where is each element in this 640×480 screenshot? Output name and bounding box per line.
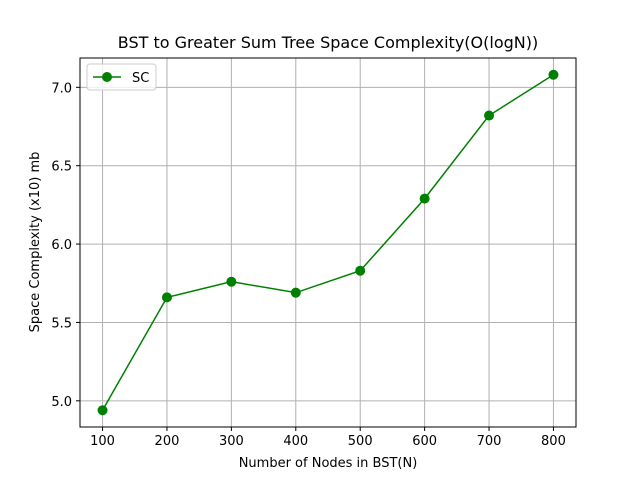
x-tick-label: 700 [477,434,502,449]
x-tick-label: 100 [90,434,115,449]
y-tick-labels: 5.0 5.5 6.0 6.5 7.0 [51,81,72,410]
x-tick-labels: 100 200 300 400 500 600 700 800 [90,434,566,449]
x-tick-label: 200 [155,434,180,449]
legend: SC [86,63,157,91]
data-point [419,193,430,204]
y-tick-label: 7.0 [51,81,72,96]
y-tick-label: 5.5 [51,316,72,331]
legend-box [86,63,157,91]
data-point [355,265,366,276]
x-tick-label: 400 [283,434,308,449]
legend-marker-sc [102,72,112,82]
data-point [290,287,301,298]
data-point [226,276,237,287]
x-tick-label: 600 [412,434,437,449]
x-tick-label: 300 [219,434,244,449]
chart-title: BST to Greater Sum Tree Space Complexity… [118,33,538,52]
x-tick-label: 800 [541,434,566,449]
data-point [97,405,108,416]
legend-label-sc: SC [132,71,149,86]
series-sc [97,69,559,416]
y-tick-label: 6.0 [51,238,72,253]
y-tick-label: 6.5 [51,160,72,175]
axis-ticks [76,86,554,431]
data-point [548,69,559,80]
data-point [161,292,172,303]
y-tick-label: 5.0 [51,395,72,410]
x-axis-label: Number of Nodes in BST(N) [239,456,418,471]
y-axis-label: Space Complexity (x10) mb [28,152,43,333]
x-tick-label: 500 [348,434,373,449]
plot-area-frame [79,57,577,428]
series-line-sc [101,74,554,411]
grid-lines [80,58,576,427]
data-point [484,110,495,121]
